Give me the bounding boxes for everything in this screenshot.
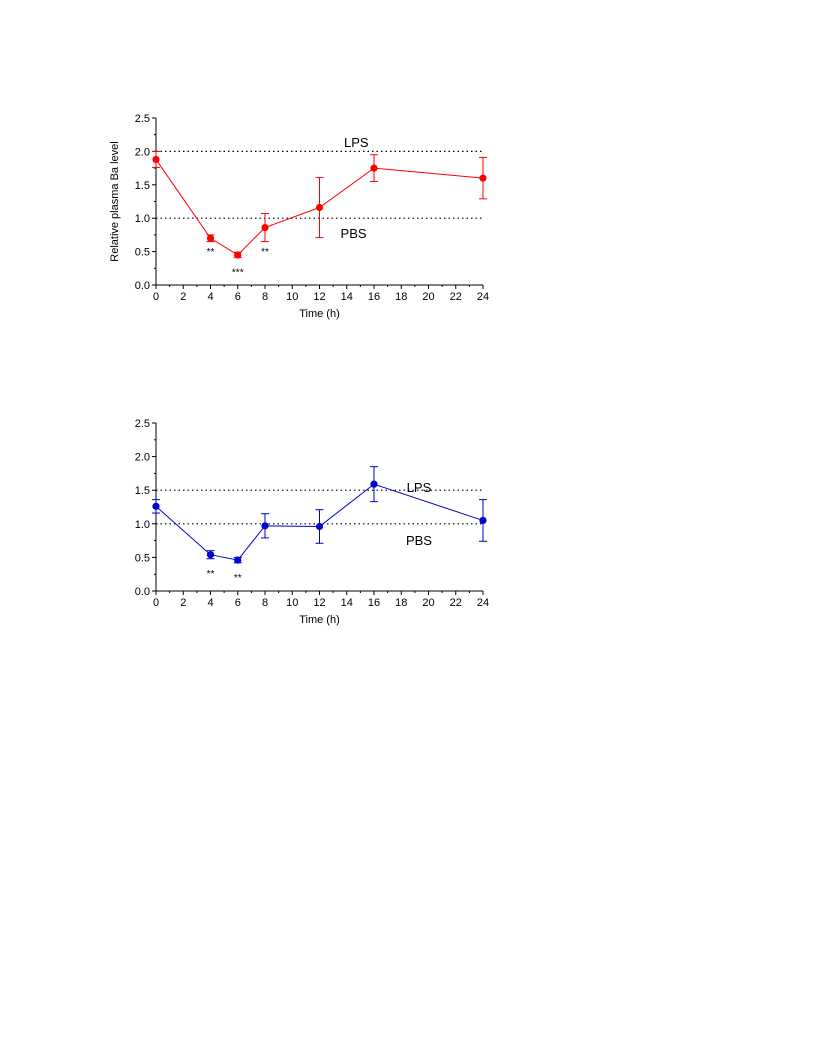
x-tick-label: 8	[262, 597, 268, 609]
y-tick-label: 1.0	[135, 519, 150, 531]
data-point	[479, 516, 487, 525]
data-point	[315, 522, 324, 531]
x-tick-label: 16	[368, 597, 380, 609]
x-tick-label: 4	[207, 597, 213, 609]
x-tick-label: 20	[422, 597, 434, 609]
significance-marker: **	[234, 573, 242, 584]
x-tick-label: 24	[477, 291, 489, 303]
chart-top-red: 0.00.51.01.52.02.50 2 4 6 8 10 12 14 16 18 20 22 24T…	[109, 113, 489, 320]
y-tick-label: 0.0	[135, 280, 150, 292]
x-tick-label: 6	[235, 597, 241, 609]
significance-marker: **	[207, 569, 215, 580]
data-point	[315, 203, 324, 212]
reference-label-pbs: PBS	[406, 533, 432, 548]
y-tick-label: 1.5	[135, 485, 150, 497]
x-tick-label: 14	[341, 597, 353, 609]
x-tick-label: 20	[422, 291, 434, 303]
reference-label-lps: LPS	[407, 480, 432, 495]
data-point	[370, 164, 378, 172]
x-tick-label: 22	[450, 597, 462, 609]
y-axis-title: Relative plasma Ba level	[109, 141, 121, 261]
data-point	[206, 234, 215, 242]
x-tick-label: 10	[286, 597, 298, 609]
x-axis-title: Time (h)	[299, 308, 340, 320]
data-point	[261, 522, 269, 530]
y-tick-label: 2.0	[135, 452, 150, 464]
chart-bottom-blue: 0.00.51.01.52.02.50 2 4 6 8 10 12 14 16 18 20 22 24T…	[135, 418, 489, 626]
x-tick-label: 14	[341, 291, 353, 303]
x-tick-label: 0	[153, 291, 159, 303]
x-tick-label: 16	[368, 291, 380, 303]
y-tick-label: 2.0	[135, 146, 150, 158]
data-point	[479, 174, 487, 182]
x-tick-label: 0	[153, 597, 159, 609]
y-tick-label: 1.0	[135, 213, 150, 225]
x-axis-title: Time (h)	[299, 614, 340, 626]
x-tick-label: 4	[207, 291, 213, 303]
data-point	[234, 556, 242, 564]
reference-label-pbs: PBS	[341, 226, 367, 241]
y-tick-label: 0.5	[135, 552, 150, 564]
data-point	[370, 480, 378, 488]
data-point	[234, 251, 242, 259]
x-tick-label: 6	[235, 291, 241, 303]
x-tick-label: 2	[180, 597, 186, 609]
data-point	[152, 155, 160, 164]
reference-label-lps: LPS	[344, 135, 369, 150]
significance-marker: **	[261, 247, 269, 258]
y-tick-label: 1.5	[135, 180, 150, 192]
x-tick-label: 12	[313, 291, 325, 303]
data-point	[206, 551, 215, 559]
x-tick-label: 2	[180, 291, 186, 303]
y-tick-label: 2.5	[135, 113, 150, 125]
y-tick-label: 0.5	[135, 247, 150, 259]
data-point	[152, 502, 160, 510]
x-tick-label: 12	[313, 597, 325, 609]
x-tick-label: 22	[450, 291, 462, 303]
y-tick-label: 0.0	[135, 586, 150, 598]
x-tick-label: 10	[286, 291, 298, 303]
significance-marker: ***	[232, 268, 244, 279]
data-point	[261, 223, 269, 232]
x-tick-label: 18	[395, 291, 407, 303]
x-tick-label: 8	[262, 291, 268, 303]
x-tick-label: 18	[395, 597, 407, 609]
x-tick-label: 24	[477, 597, 489, 609]
significance-marker: **	[207, 247, 215, 258]
y-tick-label: 2.5	[135, 418, 150, 430]
